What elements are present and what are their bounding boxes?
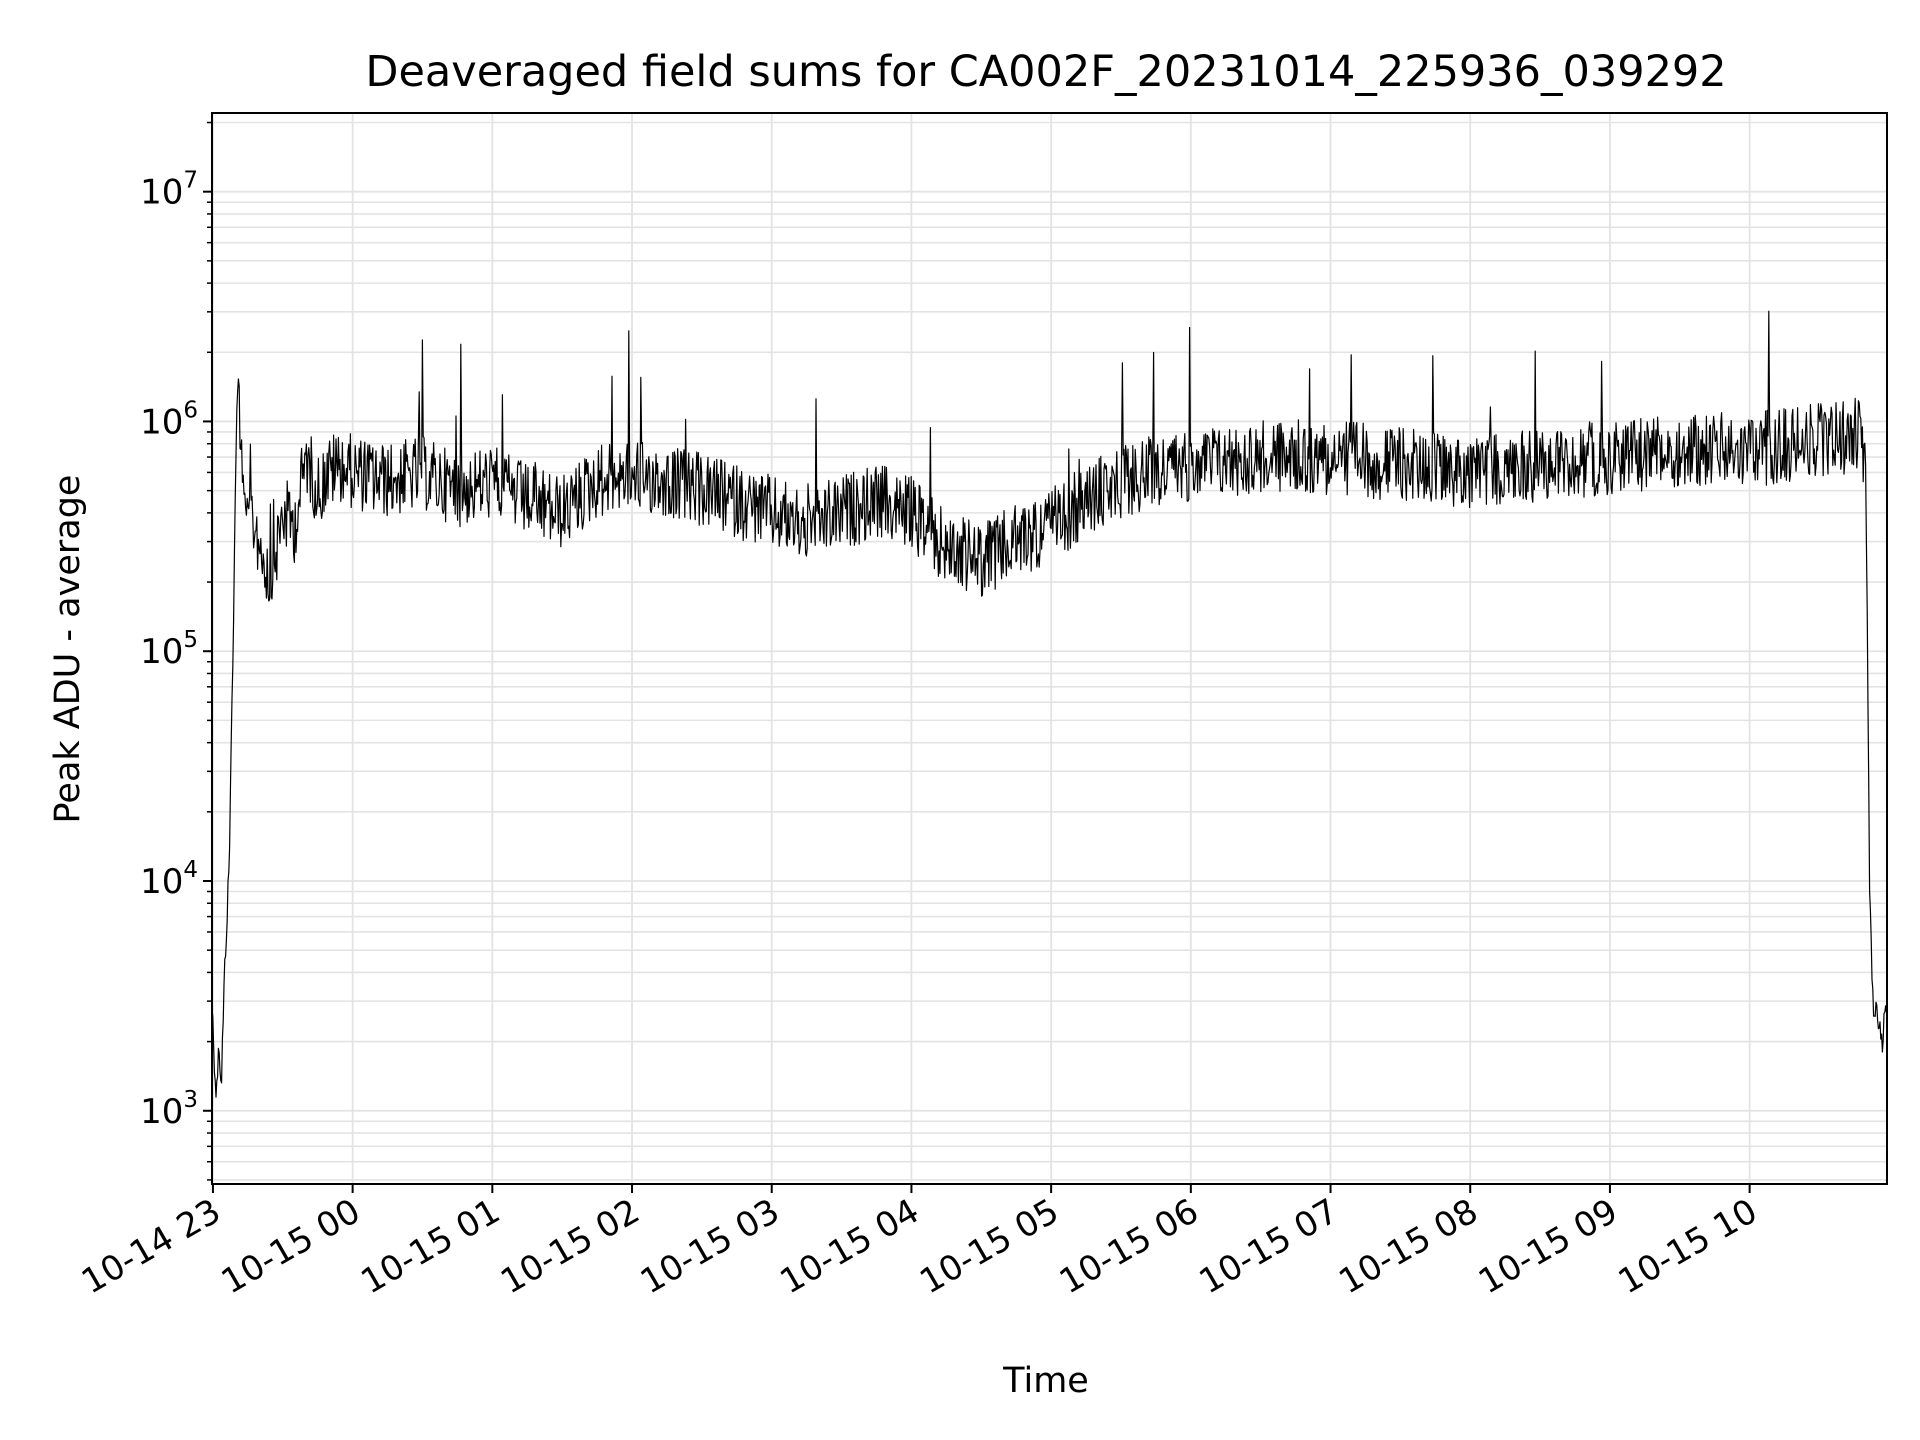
y-tick-label: 107 (140, 168, 198, 213)
data-line-layer (211, 310, 1887, 1098)
x-tick-label: 10-14 23 (75, 1191, 227, 1302)
data-line-series (211, 310, 1887, 1098)
y-tick-label: 104 (140, 857, 198, 902)
x-tick-label: 10-15 02 (494, 1191, 646, 1302)
x-tick-label: 10-15 09 (1472, 1191, 1624, 1302)
y-tick-label: 103 (140, 1087, 198, 1132)
x-tick-label: 10-15 08 (1332, 1191, 1484, 1302)
y-tick-label: 106 (140, 397, 198, 442)
x-tick-label: 10-15 01 (354, 1191, 506, 1302)
x-tick-label: 10-15 06 (1053, 1191, 1205, 1302)
y-axis-label: Peak ADU - average (48, 475, 88, 824)
y-tick-label: 105 (140, 627, 198, 672)
x-tick-label: 10-15 00 (215, 1191, 367, 1302)
x-axis-label: Time (1002, 1361, 1089, 1401)
y-axis: 103 104 105 106 107 (140, 121, 212, 1181)
x-tick-label: 10-15 10 (1612, 1191, 1764, 1302)
x-tick-label: 10-15 05 (913, 1191, 1065, 1302)
x-tick-label: 10-15 03 (634, 1191, 786, 1302)
grid-lines (212, 113, 1887, 1184)
x-tick-label: 10-15 07 (1193, 1191, 1345, 1302)
plot-frame (211, 112, 1888, 1185)
chart-title: Deaveraged field sums for CA002F_2023101… (365, 47, 1726, 97)
x-tick-label: 10-15 04 (774, 1191, 926, 1302)
